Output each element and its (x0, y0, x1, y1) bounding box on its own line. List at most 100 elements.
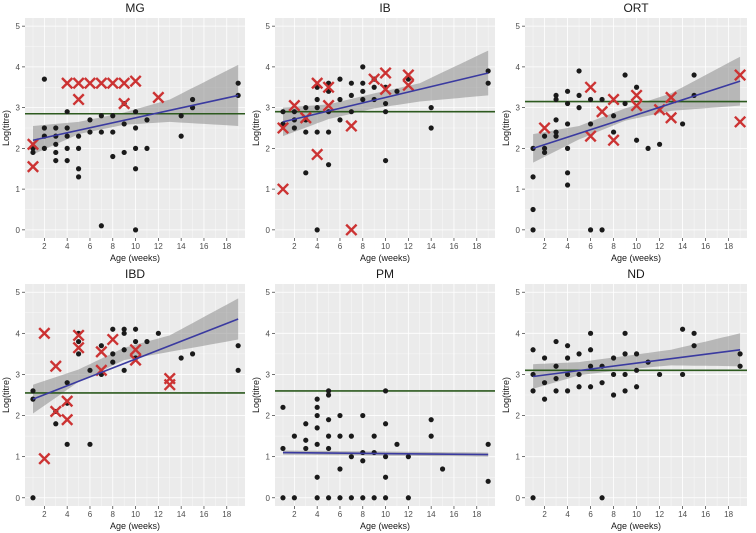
y-tick-label: 4 (16, 63, 21, 72)
confidence-band (283, 50, 489, 137)
x-tick-label: 12 (154, 242, 163, 251)
y-tick-label: 0 (266, 226, 271, 235)
cross-stroke (61, 395, 74, 408)
data-point (132, 145, 139, 151)
data-point (360, 458, 366, 464)
y-axis-title: Log(titre) (251, 110, 261, 146)
x-axis-title: Age (weeks) (611, 253, 661, 263)
cross-marker (49, 360, 62, 373)
data-point (110, 129, 116, 135)
y-axis-title: Log(titre) (501, 110, 511, 146)
confidence-band (533, 56, 741, 163)
cross-marker (118, 97, 131, 110)
data-point (110, 113, 116, 119)
cross-marker (607, 134, 620, 147)
data-point (610, 129, 617, 135)
data-point (439, 466, 446, 472)
cross-marker (584, 130, 597, 143)
data-point (485, 68, 491, 74)
x-tick-label: 12 (655, 510, 664, 519)
cross-marker (152, 91, 165, 104)
cross-marker (72, 93, 85, 106)
x-tick-label: 6 (338, 510, 343, 519)
data-point (382, 421, 389, 427)
data-point (530, 388, 536, 394)
cross-stroke (95, 77, 108, 90)
data-point (314, 129, 320, 135)
cross-stroke (345, 223, 358, 236)
cross-stroke (665, 111, 678, 124)
data-point (53, 157, 59, 164)
cross-marker (402, 68, 415, 82)
data-point (325, 495, 332, 501)
cross-marker (322, 99, 335, 112)
cross-marker (38, 327, 51, 340)
y-tick-label: 4 (516, 63, 521, 72)
panel-title: IB (379, 1, 390, 15)
data-point (87, 129, 93, 135)
data-point (314, 96, 320, 103)
x-tick-label: 4 (65, 242, 70, 251)
data-point (314, 105, 320, 111)
data-point (87, 441, 93, 447)
x-tick-label: 8 (111, 510, 116, 519)
cross-marker (379, 83, 392, 96)
cross-stroke (106, 333, 119, 346)
x-tick-label: 6 (88, 242, 93, 251)
data-point (291, 125, 297, 131)
x-tick-label: 6 (588, 510, 593, 519)
cross-stroke (72, 341, 85, 354)
data-point (394, 441, 400, 447)
y-tick-label: 3 (16, 104, 21, 113)
regression-line (532, 80, 741, 150)
data-point (314, 396, 320, 402)
data-point (610, 355, 617, 361)
regression-line (32, 318, 239, 400)
x-tick-label: 10 (131, 510, 140, 519)
y-tick-label: 5 (516, 288, 521, 297)
data-point (337, 76, 343, 82)
cross-stroke (38, 327, 51, 340)
data-point (348, 495, 354, 501)
data-point (235, 367, 241, 373)
y-axis-title: Log(titre) (501, 377, 511, 413)
data-point (360, 96, 366, 103)
y-tick-label: 1 (266, 453, 271, 462)
data-point (53, 149, 59, 156)
x-tick-label: 16 (450, 510, 459, 519)
cross-stroke (665, 91, 678, 104)
data-point (53, 125, 59, 131)
data-point (530, 347, 536, 353)
cross-stroke (72, 77, 85, 90)
cross-marker (276, 183, 290, 196)
data-point (325, 162, 332, 168)
cross-stroke (61, 77, 74, 90)
cross-marker (538, 121, 551, 135)
data-point (530, 227, 536, 233)
cross-stroke (734, 68, 747, 82)
cross-marker (596, 105, 609, 118)
data-point (132, 109, 139, 115)
data-point (622, 330, 628, 336)
data-point (553, 363, 559, 369)
cross-stroke (129, 343, 142, 356)
y-tick-label: 0 (16, 494, 21, 503)
data-point (382, 109, 389, 115)
data-point (121, 330, 127, 336)
cross-stroke (26, 138, 40, 151)
cross-marker (734, 115, 747, 128)
x-tick-label: 2 (292, 510, 297, 519)
data-point (679, 371, 686, 378)
cross-stroke (163, 378, 176, 391)
y-tick-label: 5 (516, 22, 521, 31)
data-point (587, 347, 594, 353)
data-point (75, 338, 82, 345)
x-tick-label: 8 (611, 242, 616, 251)
data-point (314, 412, 320, 419)
x-tick-label: 14 (427, 510, 436, 519)
data-point (633, 367, 640, 373)
data-point (371, 449, 377, 456)
data-point (314, 404, 320, 410)
x-tick-label: 14 (177, 242, 186, 251)
